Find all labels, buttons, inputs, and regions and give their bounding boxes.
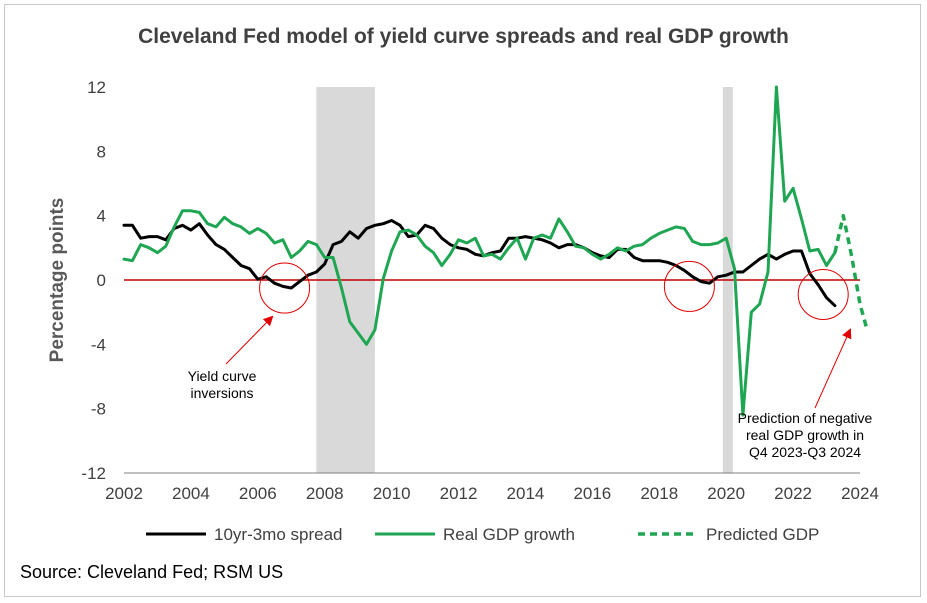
- x-tick-label: 2024: [841, 484, 879, 503]
- x-tick-label: 2018: [640, 484, 678, 503]
- y-tick-label: -4: [91, 335, 106, 354]
- legend: 10yr-3mo spread Real GDP growth Predicted …: [146, 525, 819, 544]
- y-tick-labels: 12 8 4 0 -4 -8 -12: [81, 78, 106, 483]
- inversion-circle-1: [663, 260, 715, 312]
- source-note: Source: Cleveland Fed; RSM US: [20, 562, 284, 582]
- annotation-inversions-line: Yield curve: [188, 368, 257, 384]
- x-tick-labels: 2002 2004 2006 2008 2010 2012 2014 2016 2018 2020…: [105, 484, 879, 503]
- inversion-markers: [259, 260, 849, 320]
- inversion-circle-0: [259, 262, 311, 314]
- x-tick-label: 2006: [239, 484, 277, 503]
- y-tick-label: 4: [97, 207, 106, 226]
- x-tick-label: 2022: [774, 484, 812, 503]
- x-tick-label: 2012: [440, 484, 478, 503]
- series-line-real-gdp-growth: [122, 85, 837, 417]
- x-tick-label: 2014: [507, 484, 545, 503]
- x-tick-label: 2002: [105, 484, 143, 503]
- y-tick-label: 8: [97, 142, 106, 161]
- annotation-prediction-line: Prediction of negative: [738, 410, 873, 426]
- x-tick-label: 2016: [573, 484, 611, 503]
- annotation-arrow-prediction: [814, 328, 852, 409]
- y-tick-label: -12: [81, 464, 106, 483]
- y-tick-label: 12: [87, 78, 106, 97]
- annotation-arrow-inversions: [225, 315, 274, 365]
- annotation-prediction-line: Q4 2023-Q3 2024: [749, 444, 861, 460]
- y-tick-label: 0: [97, 271, 106, 290]
- x-tick-label: 2008: [306, 484, 344, 503]
- series-line-predicted-gdp: [833, 213, 869, 329]
- x-tick-label: 2004: [172, 484, 210, 503]
- x-tick-label: 2010: [373, 484, 411, 503]
- legend-label-0: 10yr-3mo spread: [214, 525, 343, 544]
- series-line-10yr-3mo-spread: [122, 219, 837, 308]
- chart-frame: [4, 4, 921, 597]
- legend-label-1: Real GDP growth: [443, 525, 575, 544]
- chart-title: Cleveland Fed model of yield curve sprea…: [138, 25, 789, 48]
- series-lines: [122, 85, 869, 417]
- inversion-circle-2: [797, 268, 849, 320]
- x-tick-label: 2020: [707, 484, 745, 503]
- legend-label-2: Predicted GDP: [706, 525, 819, 544]
- annotation-inversions-line: inversions: [190, 385, 253, 401]
- y-tick-label: -8: [91, 400, 106, 419]
- annotation-prediction-line: real GDP growth in: [746, 427, 864, 443]
